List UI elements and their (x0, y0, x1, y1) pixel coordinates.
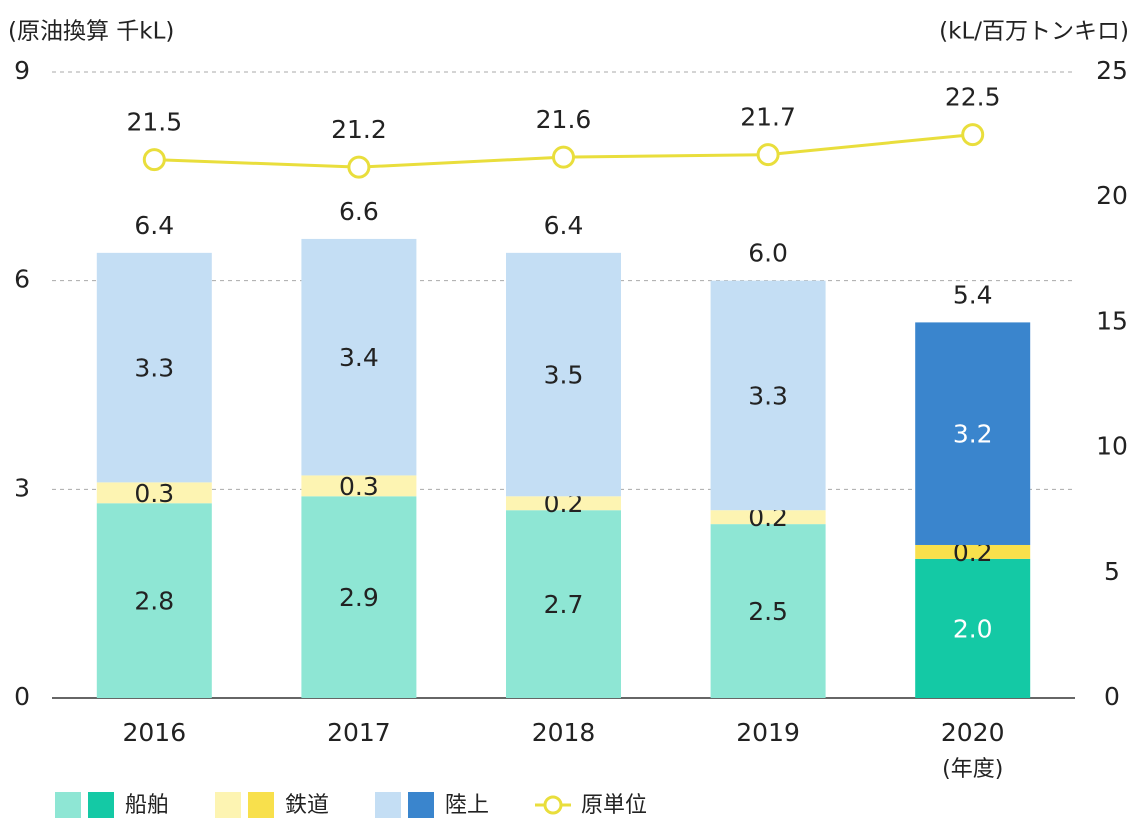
legend-swatch (215, 792, 241, 818)
y-tick-label: 0 (14, 682, 30, 711)
data-label: 3.2 (953, 420, 993, 449)
legend-label: 陸上 (445, 793, 489, 818)
y-tick-label: 9 (14, 56, 30, 85)
x-tick-label: 2017 (327, 718, 391, 747)
bar-segment (96, 482, 212, 504)
data-label: 3.5 (544, 361, 584, 390)
y2-axis-title: (kL/百万トンキロ) (939, 19, 1129, 45)
legend-label: 船舶 (125, 793, 169, 818)
total-label: 6.4 (134, 211, 174, 240)
data-label: 3.4 (339, 343, 379, 372)
data-label: 2.0 (953, 614, 993, 643)
legend-swatch (248, 792, 274, 818)
line-marker (142, 148, 166, 172)
legend-label: 鉄道 (285, 793, 329, 818)
data-label: 2.8 (134, 587, 174, 616)
total-label: 5.4 (953, 280, 993, 309)
x-tick-label: 2020 (941, 718, 1005, 747)
bar-segment (915, 558, 1031, 698)
data-label: 2.9 (339, 583, 379, 612)
total-label: 6.0 (748, 239, 788, 268)
bar-segment (301, 496, 417, 698)
bar-segment (96, 503, 212, 698)
bar-segment (506, 252, 621, 497)
line-marker (552, 145, 575, 169)
bar-segment (301, 238, 417, 476)
bar-segment (915, 544, 1031, 559)
bar-segment (506, 496, 621, 511)
y-tick-label: 3 (14, 473, 30, 502)
legend-swatch (375, 792, 401, 818)
line-label: 21.7 (740, 103, 796, 132)
legend-label: 原単位 (581, 793, 647, 818)
x-tick-label: 2019 (736, 718, 800, 747)
bar-segment (96, 252, 212, 483)
legend-swatch (408, 792, 434, 818)
y-axis-title: (原油換算 千kL) (8, 19, 174, 45)
line-label: 21.2 (331, 115, 387, 144)
line-label: 21.6 (536, 105, 592, 134)
y-tick-label: 6 (14, 265, 30, 294)
y2-tick-label: 0 (1104, 682, 1120, 711)
legend-swatch (55, 792, 81, 818)
data-label: 3.3 (134, 354, 174, 383)
line-label: 22.5 (945, 83, 1001, 112)
bar-segment (710, 510, 826, 525)
y2-tick-label: 25 (1096, 56, 1128, 85)
y2-tick-label: 20 (1096, 181, 1128, 210)
bar-segment (506, 510, 621, 698)
x-tick-label: 2018 (532, 718, 596, 747)
x-tick-label: 2016 (122, 718, 186, 747)
legend-marker (543, 795, 563, 815)
total-label: 6.6 (339, 197, 379, 226)
data-label: 3.3 (748, 381, 788, 410)
y2-tick-label: 10 (1096, 432, 1128, 461)
line-marker (961, 123, 985, 147)
data-label: 2.5 (748, 597, 788, 626)
line-marker (756, 143, 780, 167)
x-axis-title: (年度) (942, 757, 1003, 782)
bar-segment (301, 475, 417, 497)
line-marker (347, 155, 371, 179)
data-label: 2.7 (544, 590, 584, 619)
y2-tick-label: 5 (1104, 557, 1120, 586)
y2-tick-label: 15 (1096, 306, 1128, 335)
total-label: 6.4 (544, 211, 584, 240)
legend-swatch (88, 792, 114, 818)
line-label: 21.5 (126, 108, 182, 137)
data-label: 0.3 (339, 472, 379, 501)
bar-segment (915, 322, 1031, 545)
data-label: 0.3 (134, 479, 174, 508)
bar-segment (710, 524, 826, 698)
bar-segment (710, 280, 826, 511)
